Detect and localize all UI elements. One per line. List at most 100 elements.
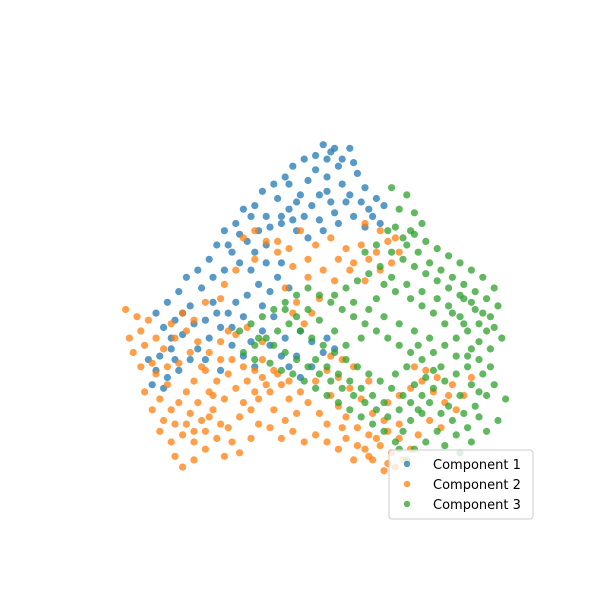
data-point-component-3 bbox=[388, 384, 396, 392]
data-point-component-2 bbox=[277, 381, 285, 389]
data-point-component-2 bbox=[213, 377, 221, 385]
data-point-component-3 bbox=[285, 320, 293, 328]
data-point-component-2 bbox=[190, 438, 198, 446]
data-point-component-2 bbox=[156, 427, 164, 435]
data-point-component-1 bbox=[361, 184, 369, 192]
data-point-component-3 bbox=[361, 320, 369, 328]
data-point-component-2 bbox=[152, 334, 160, 342]
data-point-component-2 bbox=[327, 234, 335, 242]
data-point-component-3 bbox=[270, 305, 278, 314]
data-point-component-1 bbox=[239, 205, 247, 213]
data-point-component-3 bbox=[327, 377, 335, 385]
data-point-component-2 bbox=[209, 406, 217, 414]
data-point-component-1 bbox=[274, 273, 282, 281]
data-point-component-1 bbox=[152, 309, 160, 317]
data-point-component-2 bbox=[433, 373, 441, 382]
data-point-component-1 bbox=[201, 316, 209, 324]
data-point-component-3 bbox=[490, 284, 498, 292]
data-point-component-1 bbox=[365, 205, 373, 213]
data-point-component-3 bbox=[464, 327, 472, 335]
data-point-component-3 bbox=[391, 438, 399, 446]
data-point-component-2 bbox=[350, 259, 358, 267]
data-point-component-3 bbox=[426, 334, 434, 342]
data-point-component-2 bbox=[160, 345, 168, 353]
data-point-component-3 bbox=[433, 295, 441, 303]
data-point-component-2 bbox=[125, 334, 133, 342]
data-point-component-3 bbox=[494, 302, 502, 310]
data-point-component-2 bbox=[365, 255, 373, 263]
data-point-component-1 bbox=[194, 266, 202, 274]
data-point-component-2 bbox=[319, 266, 327, 274]
data-point-component-3 bbox=[361, 248, 369, 256]
data-point-component-3 bbox=[289, 370, 297, 378]
data-point-component-1 bbox=[315, 216, 323, 224]
data-point-component-1 bbox=[148, 381, 156, 389]
data-point-component-2 bbox=[365, 377, 373, 385]
data-point-component-3 bbox=[304, 363, 312, 371]
data-point-component-3 bbox=[403, 241, 411, 249]
data-point-component-3 bbox=[334, 370, 342, 378]
data-point-component-3 bbox=[460, 295, 468, 303]
data-point-component-2 bbox=[224, 370, 232, 378]
data-point-component-3 bbox=[410, 230, 418, 238]
data-point-component-2 bbox=[220, 280, 228, 288]
data-point-component-2 bbox=[194, 338, 202, 346]
data-point-component-1 bbox=[346, 191, 354, 199]
data-point-component-3 bbox=[293, 313, 301, 321]
data-point-component-2 bbox=[346, 384, 354, 392]
data-point-component-3 bbox=[460, 409, 468, 417]
data-point-component-2 bbox=[175, 359, 183, 367]
data-point-component-2 bbox=[209, 391, 217, 400]
data-point-component-1 bbox=[251, 248, 259, 256]
data-point-component-1 bbox=[270, 180, 278, 188]
data-point-component-1 bbox=[338, 155, 346, 163]
data-point-component-1 bbox=[198, 284, 206, 292]
data-point-component-3 bbox=[479, 370, 487, 378]
data-point-component-1 bbox=[346, 144, 354, 152]
data-point-component-3 bbox=[403, 363, 411, 371]
data-point-component-1 bbox=[228, 341, 236, 349]
data-point-component-3 bbox=[251, 356, 259, 364]
data-point-component-3 bbox=[418, 219, 426, 228]
data-point-component-1 bbox=[357, 198, 365, 206]
data-point-component-2 bbox=[342, 245, 350, 253]
data-point-component-2 bbox=[239, 234, 247, 242]
data-point-component-2 bbox=[144, 316, 152, 324]
data-point-component-2 bbox=[274, 237, 282, 245]
data-point-component-1 bbox=[167, 345, 175, 353]
data-point-component-2 bbox=[422, 366, 430, 374]
data-point-component-3 bbox=[418, 302, 426, 310]
data-point-component-3 bbox=[441, 377, 449, 385]
data-point-component-3 bbox=[281, 298, 289, 306]
data-point-component-1 bbox=[205, 255, 213, 263]
data-point-component-2 bbox=[247, 406, 255, 414]
data-point-component-2 bbox=[315, 409, 323, 417]
data-point-component-3 bbox=[350, 313, 358, 321]
data-point-component-3 bbox=[479, 273, 487, 281]
data-point-component-3 bbox=[429, 309, 437, 317]
data-point-component-1 bbox=[217, 366, 225, 374]
data-point-component-1 bbox=[334, 162, 342, 170]
data-point-component-3 bbox=[456, 391, 464, 400]
data-point-component-2 bbox=[224, 327, 232, 335]
data-point-component-2 bbox=[167, 406, 175, 414]
data-point-component-2 bbox=[179, 463, 187, 471]
data-point-component-3 bbox=[342, 356, 350, 364]
data-point-component-3 bbox=[380, 313, 388, 321]
data-point-component-3 bbox=[315, 316, 323, 324]
data-point-component-3 bbox=[437, 363, 445, 371]
data-point-component-1 bbox=[186, 356, 194, 364]
data-point-component-3 bbox=[346, 377, 354, 385]
data-point-component-3 bbox=[445, 284, 453, 292]
data-point-component-2 bbox=[179, 309, 187, 317]
data-point-component-3 bbox=[281, 348, 289, 357]
data-point-component-2 bbox=[331, 277, 339, 285]
data-point-component-1 bbox=[220, 227, 228, 235]
data-point-component-3 bbox=[293, 291, 301, 299]
data-point-component-3 bbox=[422, 373, 430, 382]
data-point-component-3 bbox=[247, 320, 255, 328]
data-point-component-3 bbox=[395, 406, 403, 414]
data-point-component-3 bbox=[407, 399, 415, 407]
data-point-component-1 bbox=[331, 144, 339, 152]
